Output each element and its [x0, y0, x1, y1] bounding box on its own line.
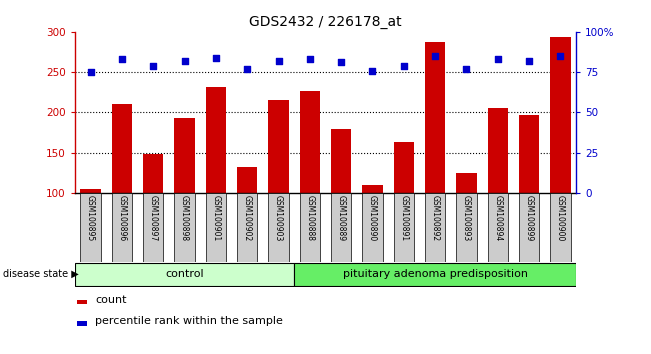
- Point: [305, 56, 315, 62]
- Point: [430, 53, 440, 59]
- Text: GSM100893: GSM100893: [462, 195, 471, 241]
- Bar: [268, 100, 288, 193]
- Point: [493, 56, 503, 62]
- Text: GSM100898: GSM100898: [180, 195, 189, 241]
- Point: [555, 53, 566, 59]
- Text: GSM100903: GSM100903: [274, 195, 283, 241]
- Bar: [488, 193, 508, 262]
- Bar: [112, 193, 132, 262]
- Bar: [425, 41, 445, 193]
- Bar: [294, 263, 576, 286]
- Text: GSM100895: GSM100895: [86, 195, 95, 241]
- Bar: [112, 104, 132, 193]
- Text: GSM100894: GSM100894: [493, 195, 503, 241]
- Bar: [519, 115, 539, 193]
- Bar: [299, 91, 320, 193]
- Text: GSM100899: GSM100899: [525, 195, 534, 241]
- Bar: [425, 193, 445, 262]
- Bar: [77, 300, 87, 304]
- Point: [85, 69, 96, 75]
- Point: [398, 63, 409, 69]
- Text: percentile rank within the sample: percentile rank within the sample: [95, 316, 283, 326]
- Bar: [394, 193, 414, 262]
- Bar: [237, 193, 257, 262]
- Text: disease state ▶: disease state ▶: [3, 268, 79, 279]
- Bar: [550, 38, 571, 193]
- Bar: [174, 118, 195, 193]
- Bar: [331, 129, 352, 193]
- Bar: [519, 193, 539, 262]
- Text: GSM100890: GSM100890: [368, 195, 377, 241]
- Bar: [299, 193, 320, 262]
- Bar: [456, 193, 477, 262]
- Bar: [363, 185, 383, 193]
- Bar: [206, 87, 226, 193]
- Text: pituitary adenoma predisposition: pituitary adenoma predisposition: [342, 269, 528, 279]
- Bar: [80, 193, 101, 262]
- Text: GSM100889: GSM100889: [337, 195, 346, 241]
- Text: GSM100888: GSM100888: [305, 195, 314, 241]
- Bar: [488, 108, 508, 193]
- Bar: [237, 167, 257, 193]
- Point: [148, 63, 158, 69]
- Bar: [143, 154, 163, 193]
- Text: GSM100892: GSM100892: [431, 195, 439, 241]
- Text: control: control: [165, 269, 204, 279]
- Bar: [550, 193, 571, 262]
- Point: [524, 58, 534, 64]
- Point: [242, 66, 253, 72]
- Text: GSM100900: GSM100900: [556, 195, 565, 241]
- Text: count: count: [95, 295, 126, 305]
- Bar: [268, 193, 288, 262]
- Bar: [174, 193, 195, 262]
- Bar: [80, 189, 101, 193]
- Bar: [77, 321, 87, 326]
- Text: GSM100891: GSM100891: [399, 195, 408, 241]
- Text: GSM100897: GSM100897: [148, 195, 158, 241]
- Point: [211, 55, 221, 61]
- Text: GSM100902: GSM100902: [243, 195, 252, 241]
- Point: [179, 58, 189, 64]
- Bar: [331, 193, 352, 262]
- Bar: [75, 263, 294, 286]
- Point: [273, 58, 284, 64]
- Title: GDS2432 / 226178_at: GDS2432 / 226178_at: [249, 16, 402, 29]
- Point: [117, 56, 127, 62]
- Bar: [206, 193, 226, 262]
- Bar: [394, 142, 414, 193]
- Text: GSM100901: GSM100901: [212, 195, 220, 241]
- Text: GSM100896: GSM100896: [117, 195, 126, 241]
- Point: [367, 68, 378, 73]
- Bar: [456, 173, 477, 193]
- Bar: [143, 193, 163, 262]
- Point: [336, 59, 346, 65]
- Point: [462, 66, 472, 72]
- Bar: [363, 193, 383, 262]
